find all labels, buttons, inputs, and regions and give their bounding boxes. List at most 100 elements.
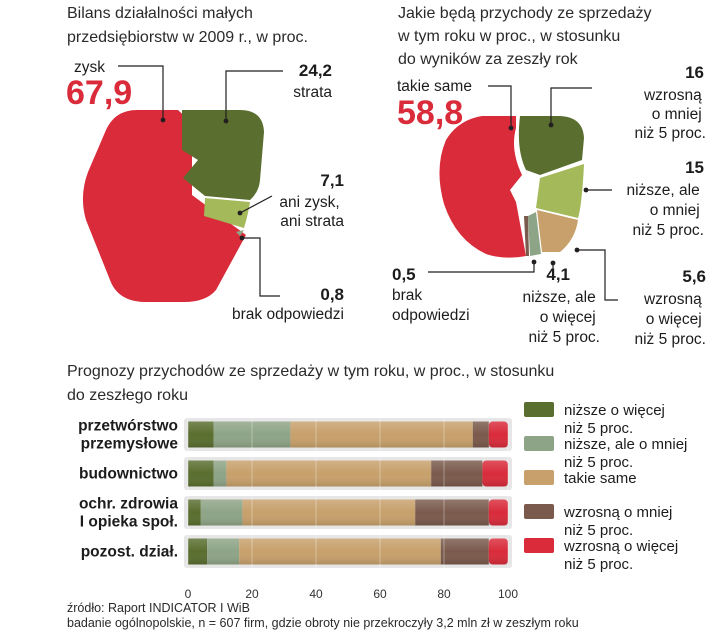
pie2-label-down-less-line: niż 5 proc. bbox=[632, 222, 704, 239]
legend-label-line: niższe o więcej bbox=[564, 402, 665, 419]
pie1-leader-profit bbox=[118, 65, 164, 120]
pie1-value-profit: 67,9 bbox=[66, 74, 132, 112]
legend-label-line: niż 5 proc. bbox=[564, 420, 633, 437]
bar-shading bbox=[188, 538, 508, 565]
pie1-slice-loss bbox=[182, 110, 264, 200]
pie2-label-up-more-line: niż 5 proc. bbox=[634, 331, 706, 348]
pie2-label-same: takie same bbox=[397, 78, 472, 95]
category-label-line: przetwórstwo bbox=[78, 418, 178, 435]
source-note: źródło: Raport INDICATOR I WiB badanie o… bbox=[67, 601, 579, 630]
source-line: źródło: Raport INDICATOR I WiB bbox=[67, 601, 250, 615]
pie2-label-up-less-line: niż 5 proc. bbox=[634, 125, 706, 142]
pie2-value-down-less: 15 bbox=[685, 158, 704, 177]
pie2-label-down-less-line: o mniej bbox=[650, 202, 700, 219]
pie2-title-line: do wyników za zeszły rok bbox=[398, 51, 579, 68]
legend-label: niższe, ale o mniej niż 5 proc. bbox=[564, 436, 687, 471]
pie1-label-neither-line: ani strata bbox=[280, 213, 344, 230]
pie1-leader-no-answer bbox=[242, 237, 280, 297]
legend-label-line: wzrosną o więcej bbox=[563, 538, 678, 555]
pie2-label-up-less-line: wzrosną bbox=[643, 87, 702, 104]
pie1-title-line: Bilans działalności małych bbox=[67, 5, 253, 22]
legend-label: niższe o więcej niż 5 proc. bbox=[564, 402, 665, 437]
pie2-leader-dot bbox=[508, 125, 514, 131]
pie2-title-line: Jakie będą przychody ze sprzedaży bbox=[398, 5, 651, 22]
pie1-leader-dot bbox=[239, 235, 245, 241]
category-label: przetwórstwo przemysłowe bbox=[78, 418, 178, 453]
legend-label: wzrosną o więcej niż 5 proc. bbox=[563, 538, 678, 573]
pie2-label-up-more-line: o więcej bbox=[646, 311, 702, 328]
bar-shading bbox=[188, 421, 508, 448]
pie2-value-up-less: 16 bbox=[685, 63, 704, 82]
pie2-label-no-answer-line: brak bbox=[392, 287, 422, 304]
pie2-label-down-more-line: o więcej bbox=[540, 309, 596, 326]
pie2-label-down-less: niższe, ale o mniej niż 5 proc. bbox=[626, 182, 704, 239]
pie2-slice-up-less bbox=[518, 116, 584, 175]
pie2-leader-dot bbox=[574, 247, 580, 253]
pie2-label-up-more: wzrosną o więcej niż 5 proc. bbox=[634, 291, 706, 348]
bar-shading bbox=[188, 460, 508, 487]
pie2-leader-up-more bbox=[577, 249, 618, 301]
x-tick-label: 0 bbox=[185, 587, 192, 601]
legend-label-line: wzrosną o mniej bbox=[563, 504, 672, 521]
pie1-label-loss: strata bbox=[293, 84, 332, 101]
pie-chart-profit-balance: Bilans działalności małych przedsiębiors… bbox=[66, 5, 344, 323]
legend-swatch bbox=[524, 470, 554, 485]
x-tick-label: 40 bbox=[309, 587, 323, 601]
pie2-label-down-more-line: niższe, ale bbox=[522, 289, 595, 306]
legend-swatch bbox=[524, 538, 554, 553]
category-label-line: przemysłowe bbox=[81, 436, 179, 453]
pie2-leader-dot bbox=[583, 187, 589, 193]
x-tick-label: 60 bbox=[373, 587, 387, 601]
category-label: ochr. zdrowia I opieka społ. bbox=[79, 496, 178, 531]
pie2-value-no-answer: 0,5 bbox=[392, 265, 416, 284]
pie1-value-neither: 7,1 bbox=[320, 171, 344, 190]
category-label-line: I opieka społ. bbox=[80, 514, 178, 531]
pie2-slice-down-less bbox=[536, 164, 584, 218]
legend-swatch bbox=[524, 402, 554, 417]
pie2-title: Jakie będą przychody ze sprzedaży w tym … bbox=[397, 5, 656, 68]
pie1-label-no-answer: brak odpowiedzi bbox=[232, 306, 344, 323]
bar-chart-title-line: do zeszłego roku bbox=[67, 387, 188, 404]
legend-label: takie same bbox=[564, 470, 637, 487]
pie2-leader-same bbox=[488, 85, 512, 128]
bar-plot-area bbox=[184, 418, 512, 570]
category-label: budownictwo bbox=[79, 466, 178, 483]
pie2-label-no-answer: brak odpowiedzi bbox=[392, 287, 470, 324]
legend-label-line: niższe, ale o mniej bbox=[564, 436, 687, 453]
category-label-line: budownictwo bbox=[79, 466, 178, 483]
pie1-value-loss: 24,2 bbox=[299, 61, 332, 80]
pie2-title-line: w tym roku w proc., w stosunku bbox=[397, 28, 620, 45]
pie2-slice-up-more bbox=[537, 210, 578, 252]
legend-label-line: niż 5 proc. bbox=[564, 556, 633, 573]
category-label: pozost. dział. bbox=[81, 544, 178, 561]
pie1-value-no-answer: 0,8 bbox=[320, 285, 344, 304]
pie2-leader-dot bbox=[531, 259, 537, 265]
pie1-label-neither: ani zysk, ani strata bbox=[279, 194, 344, 230]
pie2-label-up-more-line: wzrosną bbox=[643, 291, 702, 308]
pie2-label-up-less: wzrosną o mniej niż 5 proc. bbox=[634, 87, 706, 142]
legend-label: wzrosną o mniej niż 5 proc. bbox=[563, 504, 672, 539]
pie1-leader-loss bbox=[225, 70, 283, 121]
pie1-label-neither-line: ani zysk, bbox=[279, 194, 339, 211]
pie2-label-no-answer-line: odpowiedzi bbox=[392, 307, 470, 324]
bar-chart-title: Prognozy przychodów ze sprzedaży w tym r… bbox=[67, 363, 559, 404]
pie1-title-line: przedsiębiorstw w 2009 r., w proc. bbox=[67, 29, 308, 46]
x-tick-label: 100 bbox=[498, 587, 518, 601]
pie2-label-down-more: niższe, ale o więcej niż 5 proc. bbox=[522, 289, 600, 346]
category-label-line: pozost. dział. bbox=[81, 544, 178, 561]
bar-shading bbox=[188, 499, 508, 526]
pie1-slice-no-answer bbox=[236, 230, 244, 236]
x-axis-ticks: 0 20 40 60 80 100 bbox=[185, 587, 519, 601]
pie2-label-down-more-line: niż 5 proc. bbox=[528, 329, 600, 346]
category-label-line: ochr. zdrowia bbox=[79, 496, 178, 513]
pie1-label-profit: zysk bbox=[74, 59, 105, 76]
legend-label-line: niż 5 proc. bbox=[564, 522, 633, 539]
pie2-slice-same bbox=[439, 116, 526, 258]
pie1-leader-dot bbox=[160, 117, 166, 123]
pie1-leader-neither bbox=[239, 195, 273, 214]
pie1-leader-dot bbox=[223, 118, 229, 124]
legend-label-line: takie same bbox=[564, 470, 637, 487]
pie2-value-up-more: 5,6 bbox=[682, 267, 706, 286]
pie2-value-same: 58,8 bbox=[397, 94, 463, 132]
x-tick-label: 80 bbox=[437, 587, 451, 601]
